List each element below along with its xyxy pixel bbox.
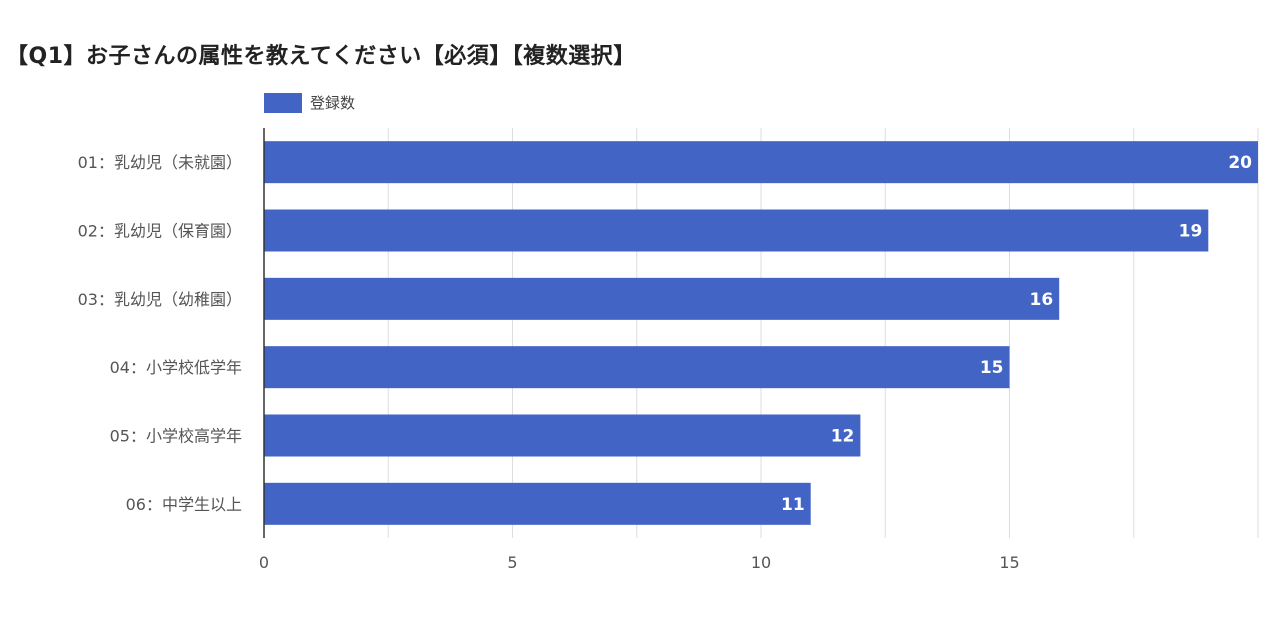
category-label: 06：中学生以上 [126,495,242,514]
data-label: 15 [980,358,1004,378]
category-label: 05：小学校高学年 [110,427,242,446]
data-label: 12 [831,427,855,447]
bar [264,346,1010,389]
bar [264,414,861,457]
chart-title: 【Q1】お子さんの属性を教えてください【必須】【複数選択】 [6,44,636,69]
category-label: 02：乳幼児（保育園） [78,222,242,241]
data-label: 11 [781,495,805,515]
data-label: 19 [1179,222,1203,242]
data-label: 20 [1228,153,1252,173]
legend-label: 登録数 [310,94,356,112]
category-label: 04：小学校低学年 [110,358,242,377]
bar [264,209,1209,252]
category-label: 03：乳幼児（幼稚園） [78,290,242,309]
x-tick-label: 0 [259,553,269,572]
bar [264,141,1258,184]
data-label: 16 [1030,290,1054,310]
x-tick-label: 10 [751,553,771,572]
bar [264,482,811,525]
x-tick-label: 15 [999,553,1019,572]
x-tick-label: 5 [507,553,517,572]
legend-swatch [264,92,302,113]
category-label: 01：乳幼児（未就園） [78,153,242,172]
bar [264,277,1060,320]
legend: 登録数 [264,92,355,113]
